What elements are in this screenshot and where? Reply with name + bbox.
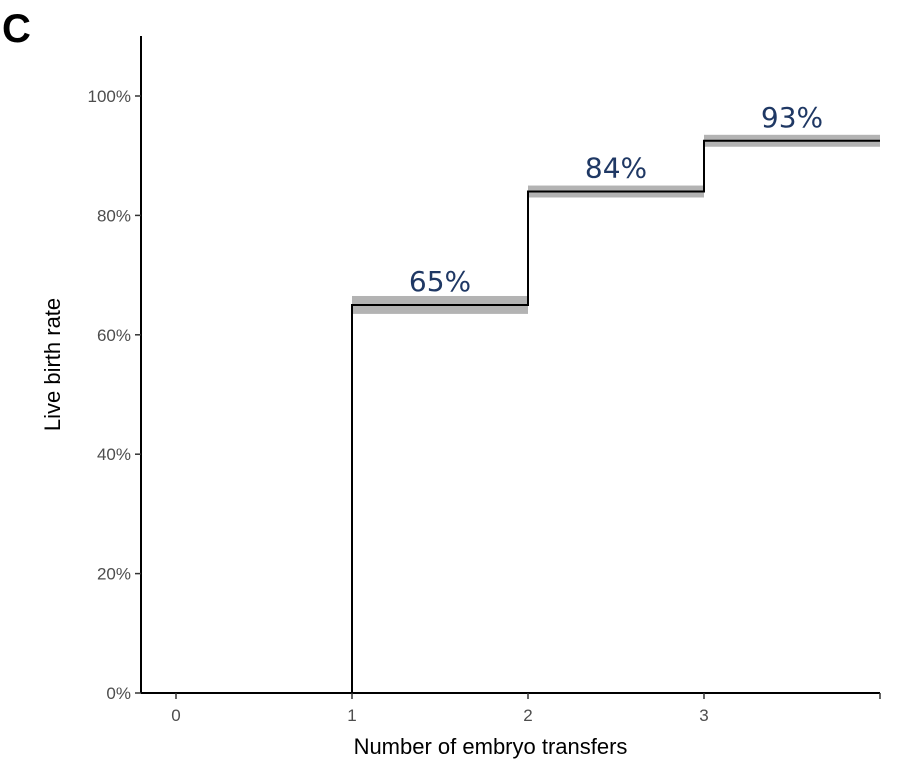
data-labels: 65% 84% 93% (409, 101, 823, 298)
x-tick-label: 2 (523, 706, 532, 725)
y-tick-label: 0% (106, 684, 131, 703)
y-tick-label: 20% (97, 565, 131, 584)
data-label: 93% (761, 101, 823, 134)
y-axis-ticks: 0% 20% 40% 60% 80% 100% (88, 87, 141, 703)
x-axis-ticks: 0 1 2 3 (171, 693, 881, 725)
x-tick-label: 1 (347, 706, 356, 725)
y-tick-label: 100% (88, 87, 131, 106)
survival-step-line (351, 139, 880, 693)
x-axis-title: Number of embryo transfers (354, 734, 628, 759)
y-tick-label: 80% (97, 206, 131, 225)
x-tick-label: 3 (699, 706, 708, 725)
x-tick-label: 0 (171, 706, 180, 725)
panel-letter: C (2, 7, 31, 51)
y-tick-label: 60% (97, 326, 131, 345)
step-line-path (351, 139, 880, 693)
data-label: 65% (409, 265, 471, 298)
data-label: 84% (585, 152, 647, 185)
y-axis-title: Live birth rate (40, 298, 65, 431)
y-tick-label: 40% (97, 445, 131, 464)
